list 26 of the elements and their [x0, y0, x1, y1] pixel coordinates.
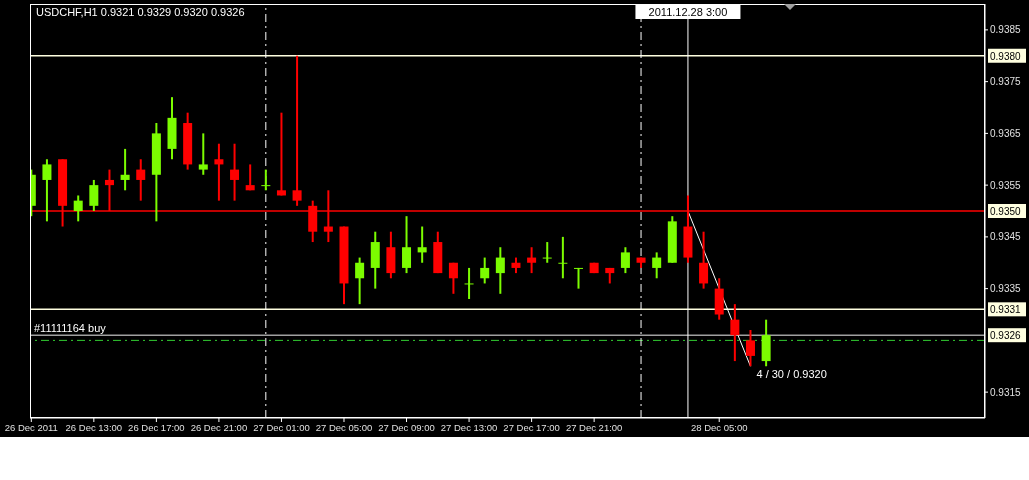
x-tick-label: 27 Dec 13:00	[440, 421, 498, 433]
x-tick-label: 27 Dec 17:00	[503, 421, 560, 433]
y-tick-label: 0.9335	[990, 283, 1022, 295]
x-tick-label: 27 Dec 21:00	[565, 421, 623, 433]
x-tick-label: 27 Dec 09:00	[378, 421, 435, 433]
x-tick-label: 27 Dec 05:00	[315, 421, 373, 433]
x-tick-label: 26 Dec 17:00	[128, 421, 185, 433]
y-tick-label: 0.9385	[990, 24, 1022, 36]
chart-title: USDCHF,H1 0.9321 0.9329 0.9320 0.9326	[36, 6, 245, 18]
ref-line-label: 0.9380	[990, 50, 1022, 62]
ref-line-label: 2011.12.28 3:00	[648, 6, 728, 18]
ref-line-label: 0.9326	[990, 330, 1022, 342]
x-tick-label: 27 Dec 01:00	[253, 421, 310, 433]
x-tick-label: 26 Dec 13:00	[65, 421, 123, 433]
annotation: 4 / 30 / 0.9320	[756, 368, 827, 381]
x-tick-label: 26 Dec 21:00	[190, 421, 248, 433]
x-tick-label: 28 Dec 05:00	[690, 421, 748, 433]
y-tick-label: 0.9365	[990, 127, 1022, 139]
ref-line-label: #11111164 buy	[34, 322, 107, 335]
x-tick-label: 26 Dec 2011	[4, 421, 58, 433]
ref-line-label: 0.9350	[990, 206, 1022, 217]
ref-line-label: 0.9331	[990, 304, 1022, 316]
y-tick-label: 0.9315	[990, 386, 1022, 398]
y-tick-label: 0.9375	[990, 76, 1022, 88]
y-tick-label: 0.9355	[990, 179, 1022, 191]
y-tick-label: 0.9345	[990, 231, 1022, 243]
